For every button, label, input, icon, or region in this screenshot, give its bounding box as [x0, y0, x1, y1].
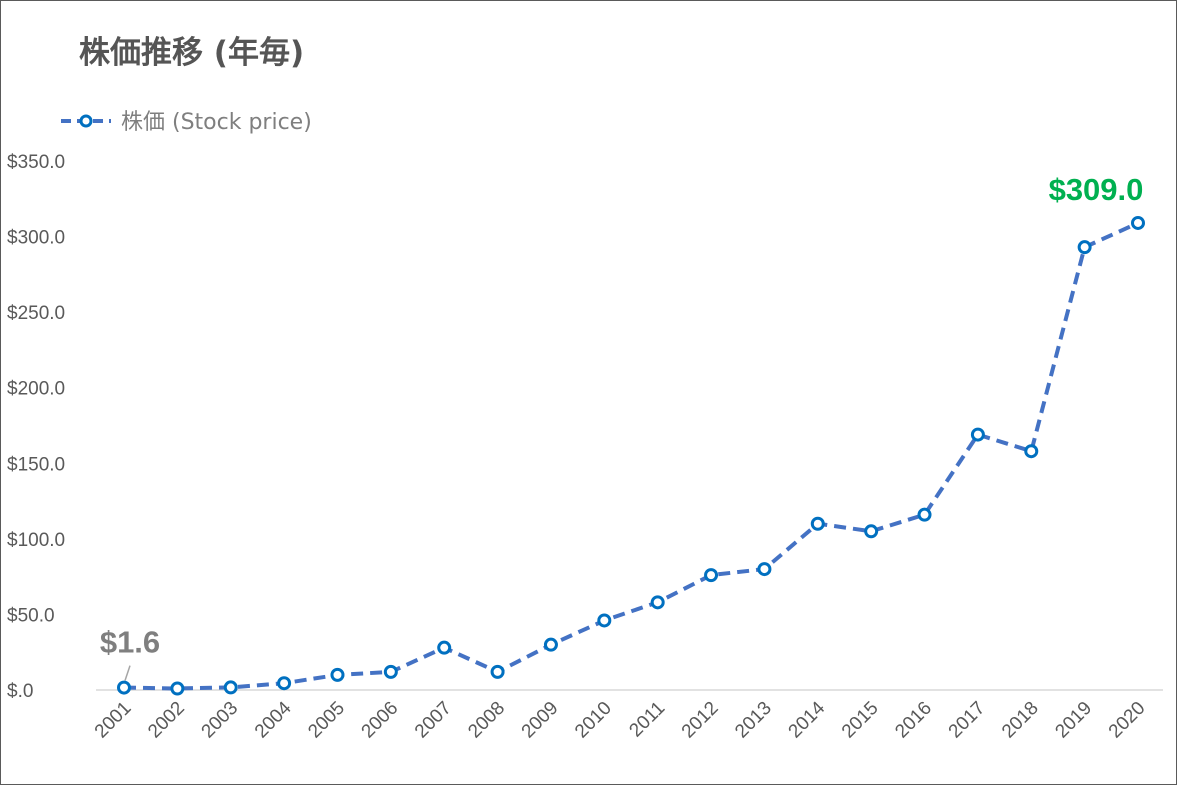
series-layer [117, 215, 1145, 696]
x-tick-label: 2015 [838, 698, 883, 743]
data-point [597, 613, 612, 628]
data-point [543, 637, 558, 652]
data-point [1077, 240, 1092, 255]
y-tick-label: $150.0 [7, 454, 65, 475]
y-tick-label: $.0 [7, 681, 33, 702]
data-point [970, 427, 985, 442]
data-point [704, 568, 719, 583]
x-tick-label: 2002 [144, 698, 189, 743]
data-point [1131, 215, 1145, 230]
data-point [223, 680, 238, 695]
data-point [810, 516, 825, 531]
x-tick-label: 2020 [1105, 698, 1150, 743]
annotation-start-label: $1.6 [100, 625, 160, 660]
data-point [864, 524, 879, 539]
x-tick-label: 2016 [891, 698, 936, 743]
data-point [330, 667, 345, 682]
data-point [437, 640, 452, 655]
x-tick-label: 2005 [304, 698, 349, 743]
x-tick-label: 2010 [571, 698, 616, 743]
data-point [383, 664, 398, 679]
data-point [1024, 444, 1039, 459]
legend-label: 株価 (Stock price) [121, 110, 312, 135]
legend: 株価 (Stock price) [61, 110, 312, 135]
x-tick-label: 2006 [358, 698, 403, 743]
data-point [757, 562, 772, 577]
x-tick-label: 2012 [678, 698, 723, 743]
series-line [123, 221, 1139, 691]
x-tick-label: 2007 [411, 698, 456, 743]
data-point [650, 595, 665, 610]
y-axis: $.0 $50.0 $100.0 $150.0 $200.0 $250.0 $300.0 $3… [7, 152, 65, 702]
y-tick-label: $200.0 [7, 379, 65, 400]
x-tick-label: 2009 [518, 698, 563, 743]
data-point [917, 507, 932, 522]
annotation-layer: $1.6 $309.0 [100, 172, 1144, 681]
chart-title: 株価推移 (年毎) [79, 35, 304, 71]
data-point [117, 680, 131, 695]
x-tick-label: 2013 [731, 698, 776, 743]
data-point [490, 664, 505, 679]
data-point [277, 676, 292, 691]
y-tick-label: $250.0 [7, 303, 65, 324]
x-tick-label: 2004 [251, 697, 296, 742]
x-tick-label: 2018 [998, 698, 1043, 743]
x-tick-label: 2003 [198, 698, 243, 743]
annotation-leader-line [124, 665, 131, 681]
legend-marker-swatch [79, 114, 93, 128]
y-tick-label: $50.0 [7, 605, 55, 626]
x-tick-label: 2001 [91, 698, 136, 743]
y-tick-label: $350.0 [7, 152, 65, 173]
x-tick-label: 2017 [945, 698, 990, 743]
y-tick-label: $300.0 [7, 228, 65, 249]
data-point [170, 681, 185, 696]
x-axis: 2001 2002 2003 2004 2005 2006 2007 2008 2009 2010… [91, 697, 1150, 742]
x-tick-label: 2008 [464, 698, 509, 743]
x-tick-label: 2014 [785, 697, 830, 742]
x-tick-label: 2019 [1051, 698, 1096, 743]
x-tick-label: 2011 [625, 698, 669, 742]
y-tick-label: $100.0 [7, 530, 65, 551]
annotation-end-label: $309.0 [1049, 172, 1144, 207]
